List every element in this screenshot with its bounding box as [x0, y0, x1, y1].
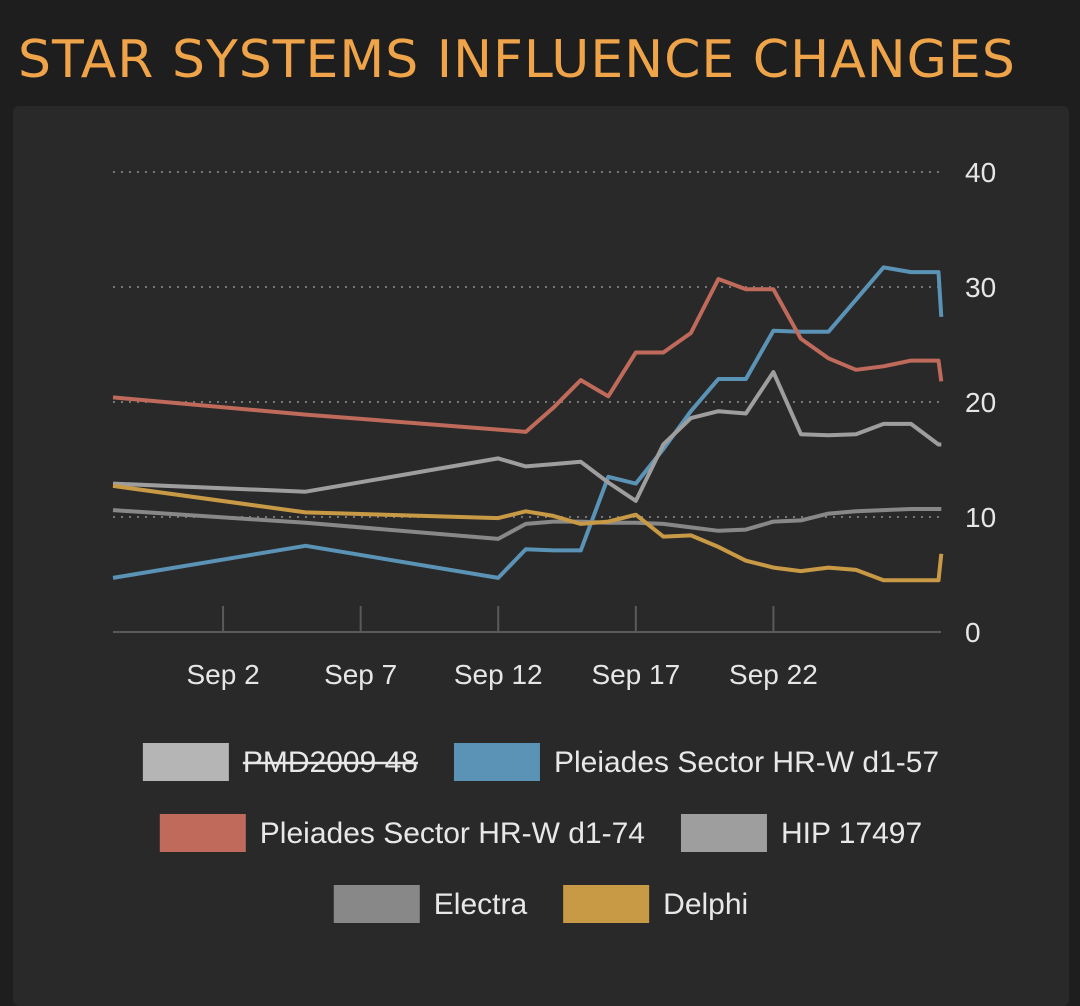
- series-line-4: [112, 507, 942, 541]
- y-tick-label: 30: [965, 272, 996, 303]
- chart-card: Sep 2 Sep 7 Sep 12 Sep 17 Sep 22 0 10 20 30 40 P…: [13, 106, 1069, 1006]
- x-tick-label: Sep 17: [591, 659, 680, 690]
- line-chart: Sep 2 Sep 7 Sep 12 Sep 17 Sep 22 0 10 20 30 40 P…: [112, 157, 996, 923]
- legend-label: Electra: [434, 888, 528, 921]
- legend-label: HIP 17497: [781, 817, 922, 850]
- x-tick-label: Sep 22: [729, 659, 818, 690]
- series-lines: [112, 265, 944, 583]
- series-line-5: [112, 483, 944, 583]
- x-tick-label: Sep 2: [186, 659, 259, 690]
- legend-item-2[interactable]: Pleiades Sector HR-W d1-74: [159, 814, 645, 852]
- series-line-3: [112, 370, 942, 503]
- legend-swatch: [142, 743, 229, 781]
- y-tick-label: 40: [965, 157, 996, 188]
- legend-item-3[interactable]: HIP 17497: [680, 814, 922, 852]
- grid-lines: [113, 171, 941, 633]
- series-line-2: [112, 277, 944, 434]
- legend-swatch: [333, 885, 420, 923]
- y-tick-label: 20: [965, 387, 996, 418]
- legend-item-1[interactable]: Pleiades Sector HR-W d1-57: [453, 743, 939, 781]
- y-tick-label: 0: [965, 617, 981, 648]
- y-axis: 0 10 20 30 40: [965, 157, 996, 648]
- legend-label: Pleiades Sector HR-W d1-57: [554, 746, 939, 779]
- legend-swatch: [563, 885, 650, 923]
- legend-item-0[interactable]: PMD2009 48: [142, 743, 418, 781]
- page-title: STAR SYSTEMS INFLUENCE CHANGES: [18, 30, 1016, 90]
- legend-swatch: [159, 814, 246, 852]
- y-tick-label: 10: [965, 502, 996, 533]
- legend: PMD2009 48 Pleiades Sector HR-W d1-57 Plei…: [142, 743, 939, 923]
- legend-item-5[interactable]: Delphi: [563, 885, 748, 923]
- legend-label: Pleiades Sector HR-W d1-74: [260, 817, 645, 850]
- x-tick-label: Sep 7: [324, 659, 397, 690]
- legend-swatch: [680, 814, 767, 852]
- x-tick-label: Sep 12: [454, 659, 543, 690]
- legend-item-4[interactable]: Electra: [333, 885, 528, 923]
- x-axis: Sep 2 Sep 7 Sep 12 Sep 17 Sep 22: [186, 606, 818, 690]
- series-line-1: [112, 265, 944, 580]
- legend-swatch: [453, 743, 540, 781]
- legend-label: Delphi: [663, 888, 748, 921]
